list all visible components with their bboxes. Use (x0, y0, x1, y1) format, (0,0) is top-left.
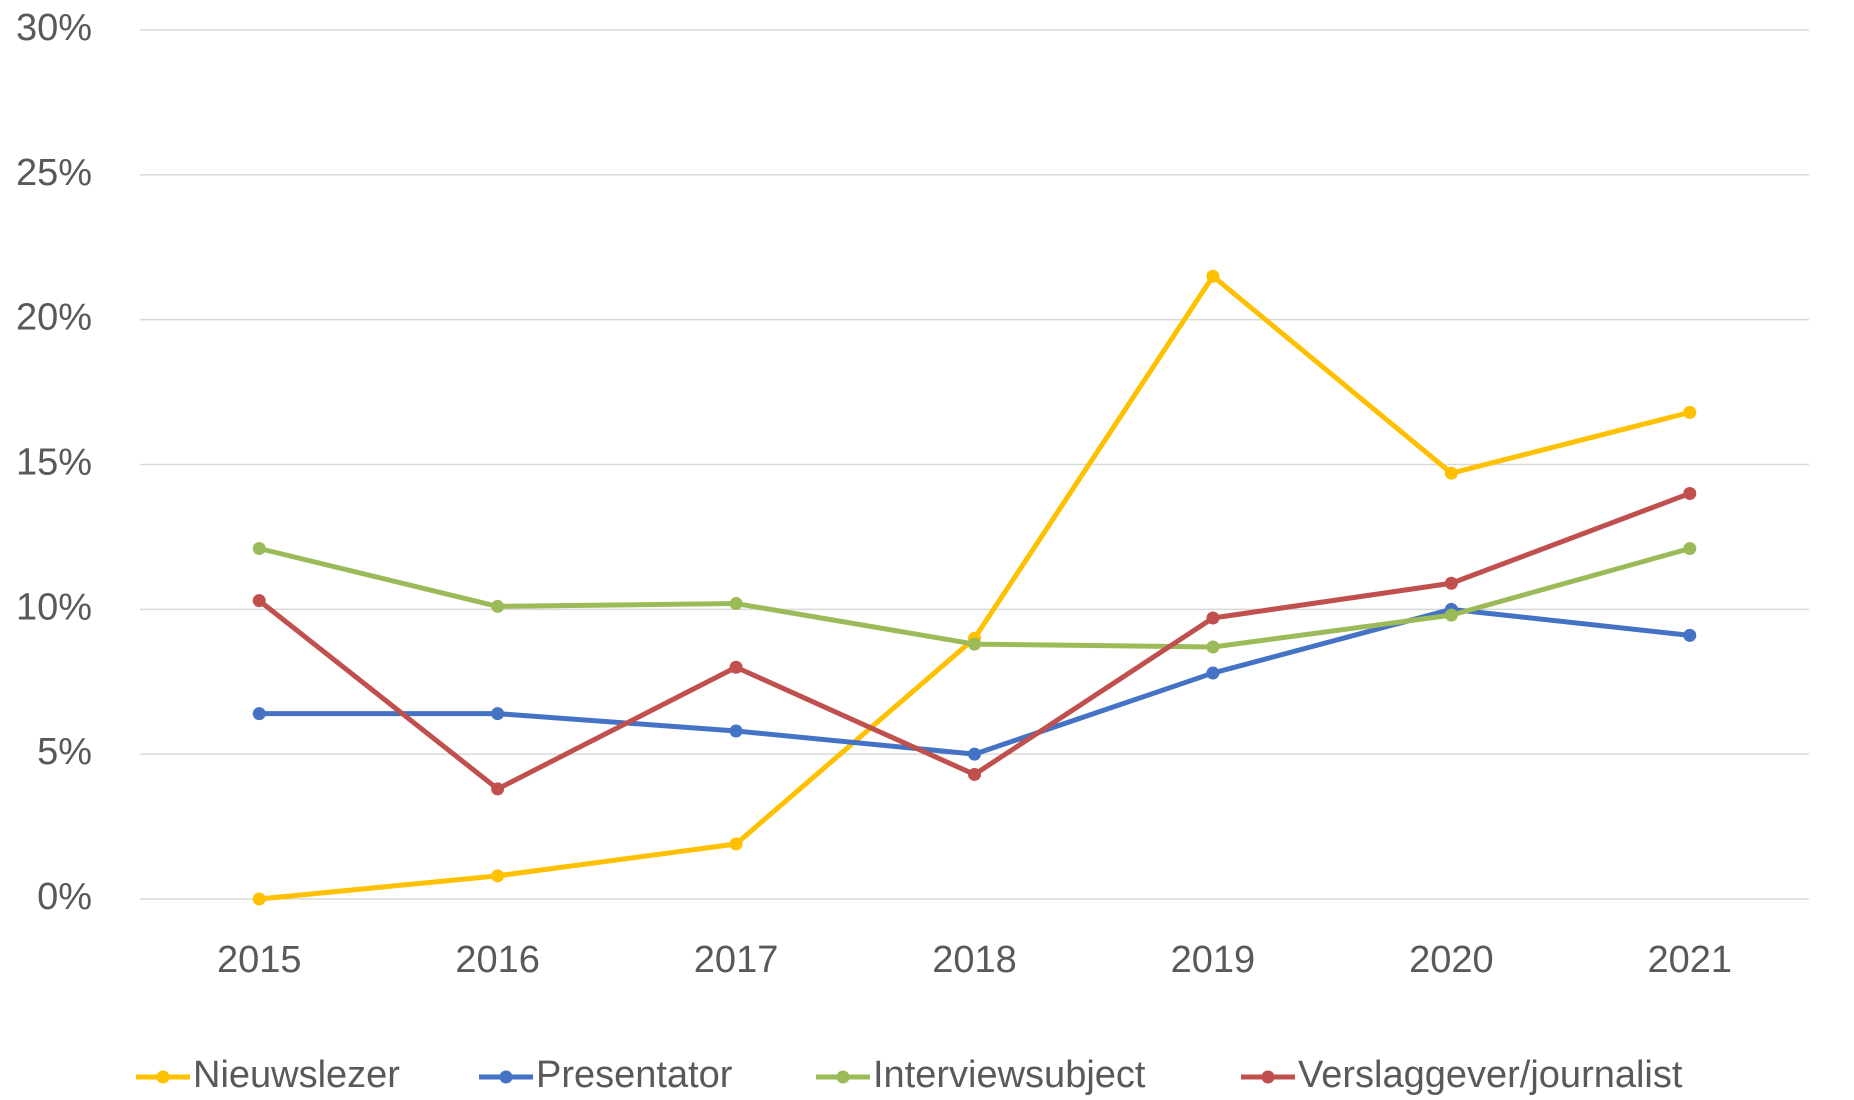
legend-label: Presentator (536, 1054, 733, 1096)
data-point (729, 597, 743, 611)
data-point (1444, 576, 1458, 590)
data-point (729, 660, 743, 674)
data-point (968, 767, 981, 781)
legend-label: Interviewsubject (873, 1054, 1146, 1096)
data-point (968, 637, 981, 651)
data-point (491, 599, 505, 613)
y-tick-label: 5% (37, 731, 92, 773)
x-tick-label: 2020 (1409, 939, 1494, 981)
y-tick-label: 20% (16, 297, 92, 339)
data-point (491, 869, 505, 883)
y-tick-label: 15% (16, 442, 92, 484)
y-tick-label: 0% (37, 876, 92, 918)
data-point (252, 892, 266, 906)
y-tick-label: 10% (16, 586, 92, 628)
x-tick-label: 2019 (1171, 939, 1256, 981)
legend-marker (1261, 1070, 1275, 1084)
series-line (259, 606, 1691, 757)
data-point (1444, 608, 1458, 622)
x-tick-label: 2018 (932, 939, 1017, 981)
x-tick-label: 2016 (455, 939, 540, 981)
x-tick-label: 2015 (217, 939, 302, 981)
data-point (252, 594, 266, 608)
data-point (1206, 611, 1220, 625)
data-point (968, 747, 981, 761)
data-point (1206, 269, 1220, 283)
data-point (729, 724, 743, 738)
data-point (1683, 486, 1697, 500)
x-tick-label: 2017 (694, 939, 779, 981)
data-point (1206, 666, 1220, 680)
data-point (729, 837, 743, 851)
data-point (1683, 542, 1697, 556)
y-tick-label: 25% (16, 152, 92, 194)
series-line (258, 273, 1691, 902)
data-point (491, 782, 505, 796)
legend-label: Verslaggever/journalist (1298, 1054, 1683, 1096)
legend-marker (836, 1070, 850, 1084)
data-point (1683, 405, 1697, 419)
x-tick-label: 2021 (1648, 939, 1733, 981)
legend-label: Nieuwslezer (193, 1054, 400, 1096)
data-point (252, 707, 266, 721)
data-point (1444, 466, 1458, 480)
legend-marker (499, 1070, 513, 1084)
y-tick-label: 30% (16, 7, 92, 49)
data-point (252, 542, 266, 556)
legend-marker (156, 1070, 170, 1084)
data-point (1206, 640, 1220, 654)
data-point (1683, 628, 1697, 642)
data-point (491, 707, 505, 721)
